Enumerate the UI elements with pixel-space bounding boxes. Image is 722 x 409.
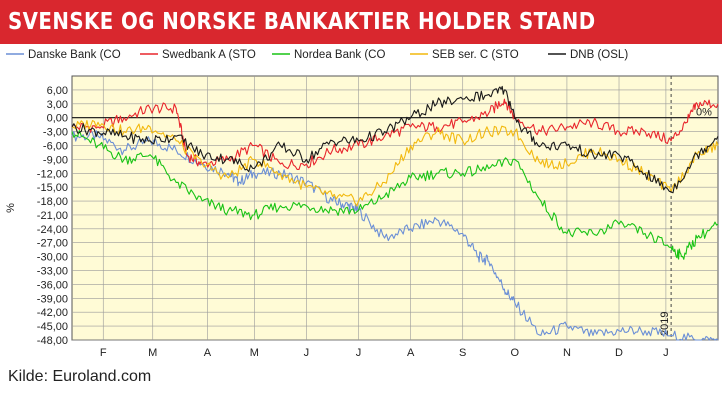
- x-tick-label: M: [250, 347, 259, 359]
- legend-label-4: SEB ser. C (STO: [432, 49, 519, 61]
- x-tick-label: J: [304, 347, 310, 359]
- series-line-3: [71, 130, 719, 260]
- x-tick-label: O: [511, 347, 520, 359]
- x-tick-label: N: [563, 347, 571, 359]
- y-tick-label: -36,00: [37, 279, 68, 291]
- legend-label-1: Danske Bank (CO: [28, 49, 121, 61]
- line-chart: Danske Bank (CO Swedbank A (STO Nordea Ban…: [5, 49, 719, 359]
- x-tick-label: J: [663, 347, 669, 359]
- x-tick-label: A: [407, 347, 415, 359]
- x-tick-label: A: [204, 347, 212, 359]
- y-tick-label: -45,00: [37, 321, 68, 333]
- chart-area: Danske Bank (CO Swedbank A (STO Nordea Ban…: [0, 44, 722, 365]
- y-tick-label: -15,00: [37, 182, 68, 194]
- y-tick-label: -18,00: [37, 196, 68, 208]
- y-axis-label: %: [5, 203, 17, 213]
- y-tick-label: -33,00: [37, 266, 68, 278]
- plot-background: [71, 75, 719, 341]
- series-line-5: [71, 85, 719, 194]
- y-tick-label: -39,00: [37, 293, 68, 305]
- chart-title: SVENSKE OG NORSKE BANKAKTIER HOLDER STAN…: [8, 9, 596, 35]
- x-tick-label: M: [148, 347, 157, 359]
- y-tick-label: -24,00: [37, 224, 68, 236]
- y-tick-label: -27,00: [37, 238, 68, 250]
- title-banner: SVENSKE OG NORSKE BANKAKTIER HOLDER STAN…: [0, 0, 722, 44]
- x-tick-label: D: [615, 347, 623, 359]
- y-tick-label: -30,00: [37, 252, 68, 264]
- y-tick-label: -3,00: [43, 127, 68, 139]
- zero-reference-label: 0%: [696, 107, 712, 119]
- y-tick-label: 6,00: [47, 85, 68, 97]
- y-tick-label: -12,00: [37, 168, 68, 180]
- y-tick-label: 0,00: [47, 113, 68, 125]
- y-tick-label: -42,00: [37, 307, 68, 319]
- y-tick-label: -6,00: [43, 140, 68, 152]
- legend-label-2: Swedbank A (STO: [162, 49, 256, 61]
- y-tick-label: -21,00: [37, 210, 68, 222]
- x-tick-label: J: [356, 347, 362, 359]
- legend-label-5: DNB (OSL): [570, 49, 628, 61]
- y-tick-label: -9,00: [43, 154, 68, 166]
- series-line-4: [71, 119, 719, 207]
- y-tick-label: -48,00: [37, 335, 68, 347]
- source-credit: Kilde: Euroland.com: [8, 368, 152, 385]
- y-tick-label: 3,00: [47, 99, 68, 111]
- x-tick-label: F: [100, 347, 107, 359]
- year-marker-label: 2019: [659, 312, 671, 336]
- legend-label-3: Nordea Bank (CO: [294, 49, 385, 61]
- x-tick-label: S: [459, 347, 466, 359]
